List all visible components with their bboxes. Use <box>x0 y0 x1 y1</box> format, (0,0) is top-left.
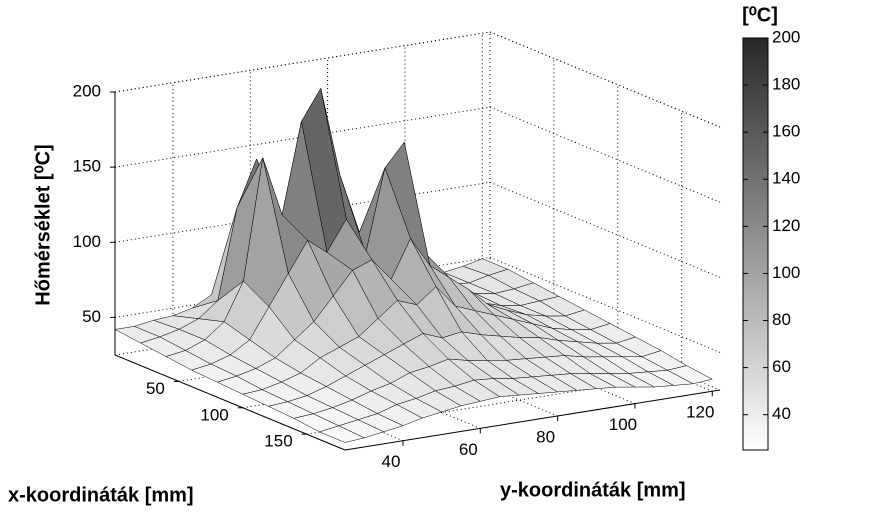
grid-line <box>489 256 721 353</box>
axis-edge <box>344 389 721 451</box>
colorbar-tick-label: 60 <box>772 357 791 376</box>
y-tick-label: 80 <box>536 427 555 446</box>
y-axis-label: y-koordináták [mm] <box>500 479 686 501</box>
labels: x-koordináták [mm] y-koordináták [mm] Hő… <box>8 4 778 506</box>
colorbar-ticks: 40 60 80 100 120 140 160 180 200 <box>743 27 800 423</box>
surface-cell <box>318 425 366 443</box>
x-axis-label: x-koordináták [mm] <box>8 484 194 506</box>
grid-line <box>489 106 721 203</box>
y-tick-label: 60 <box>459 440 478 459</box>
z-tick-label: 150 <box>73 157 101 176</box>
surface <box>114 87 713 443</box>
x-tick-label: 50 <box>146 379 165 398</box>
x-tick-label: 150 <box>264 432 292 451</box>
colorbar-tick-label: 200 <box>772 27 800 46</box>
colorbar-tick-label: 180 <box>772 75 800 94</box>
colorbar-tick-label: 80 <box>772 310 791 329</box>
colorbar-tick-label: 100 <box>772 263 800 282</box>
grid-line <box>489 31 721 128</box>
y-tick-label: 40 <box>382 452 401 471</box>
colorbar <box>742 37 769 451</box>
grid-line <box>114 106 491 168</box>
z-tick-label: 50 <box>82 307 101 326</box>
colorbar-tick-label: 160 <box>772 122 800 141</box>
grid-line <box>114 181 491 243</box>
colorbar-tick-label: 40 <box>772 404 791 423</box>
y-tick-label: 100 <box>609 415 637 434</box>
colorbar-tick-label: 140 <box>772 169 800 188</box>
z-axis-label: Hőmérséklet [⁰C] <box>32 144 54 305</box>
x-tick-label: 100 <box>200 405 228 424</box>
y-tick-label: 120 <box>686 403 714 422</box>
colorbar-label: [⁰C] <box>742 4 778 26</box>
z-tick-label: 100 <box>73 232 101 251</box>
colorbar-tick-label: 120 <box>772 216 800 235</box>
grid-line <box>489 181 721 278</box>
grid-line <box>114 31 491 93</box>
z-tick-label: 200 <box>73 81 101 100</box>
